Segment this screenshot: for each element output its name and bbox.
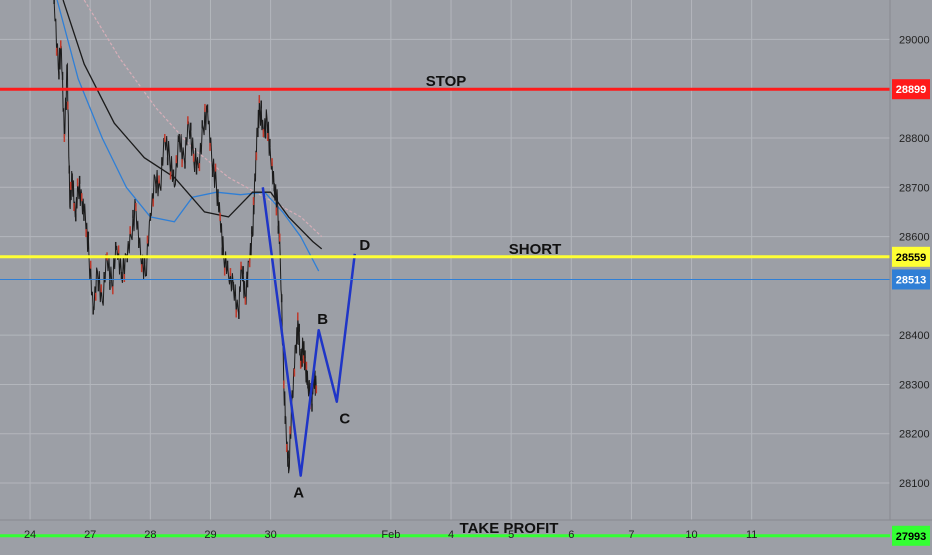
x-tick-label: 5 [508, 529, 514, 541]
pattern-point-label: A [293, 485, 304, 502]
price-badge [892, 246, 930, 267]
level-lines: STOP SHORT TAKE PROFIT [0, 73, 890, 538]
level-label: STOP [426, 73, 467, 90]
y-tick-label: 28100 [899, 478, 930, 490]
y-tick-label: 29000 [899, 34, 930, 46]
y-tick-label: 28600 [899, 232, 930, 244]
x-tick-label: 28 [144, 529, 156, 541]
x-tick-label: Feb [381, 529, 400, 541]
moving-averages [56, 0, 323, 272]
x-tick-label: 6 [568, 529, 574, 541]
price-badge-label: 27993 [896, 531, 927, 543]
grid [0, 0, 890, 520]
pattern-point-label: D [359, 237, 370, 254]
y-tick-label: 28800 [899, 133, 930, 145]
y-tick-label: 28300 [899, 379, 930, 391]
price-badge-label: 28899 [896, 84, 927, 96]
level-label: TAKE PROFIT [460, 520, 559, 537]
x-tick-label: 7 [628, 529, 634, 541]
level-label: SHORT [509, 241, 562, 258]
x-tick-label: 11 [746, 529, 757, 541]
x-tick-label: 24 [24, 529, 36, 541]
y-tick-label: 28700 [899, 182, 930, 194]
ma-black-line [62, 0, 323, 250]
price-axis-ticks: 29000 28800 28700 28600 28400 28300 28200 28100 [899, 34, 930, 490]
price-badges: 28899 28559 28513 27993 [892, 79, 930, 546]
pattern-point-label: C [339, 411, 350, 428]
x-tick-label: 4 [448, 529, 454, 541]
abcd-pattern-line [261, 187, 357, 477]
x-tick-label: 27 [84, 529, 96, 541]
price-badge [892, 525, 930, 546]
abcd-pattern: A B C D [261, 187, 370, 502]
price-badge [892, 269, 930, 290]
x-tick-label: 10 [685, 529, 697, 541]
ma-pink-line [83, 0, 323, 238]
pattern-point-label: B [317, 311, 328, 328]
x-tick-label: 30 [264, 529, 276, 541]
time-axis-ticks: 24 27 28 29 30 Feb 4 5 6 7 10 11 [24, 529, 757, 541]
price-badge-label: 28559 [896, 252, 927, 264]
x-tick-label: 29 [204, 529, 216, 541]
y-tick-label: 28400 [899, 330, 930, 342]
price-badge [892, 79, 930, 100]
price-badge-label: 28513 [896, 274, 927, 286]
y-tick-label: 28200 [899, 429, 930, 441]
